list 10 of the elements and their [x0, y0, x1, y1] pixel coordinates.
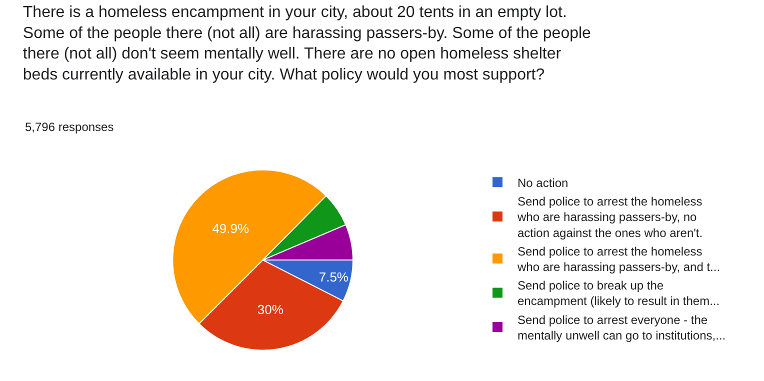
chart-title: There is a homeless encampment in your city, about 20 tents in an empty lot. Some of the people there (not all) are harassing passers-by. Some of the people there (not all) don't seem mentally well. There are no open homeless shelter beds currently available in your city. What policy would you most support?: [22, 4, 592, 84]
legend-label: Send police to arrest the homeless who are harassing passers-by, and t...: [516, 244, 720, 274]
data-label: 7.5%: [318, 270, 349, 285]
legend-label: Send police to arrest the homeless who are harassing passers-by, no action against the ones who aren't.: [516, 194, 703, 240]
legend-label: No action: [518, 176, 568, 190]
data-label: 30%: [257, 302, 284, 317]
legend-label: Send police to arrest everyone - the mentally unwell can go to institutions,...: [518, 312, 726, 342]
text: 5,796 responses: [25, 120, 114, 134]
legend-label: Send police to break up the encampment (likely to result in them...: [518, 278, 720, 308]
data-label: 49.9%: [212, 220, 250, 236]
